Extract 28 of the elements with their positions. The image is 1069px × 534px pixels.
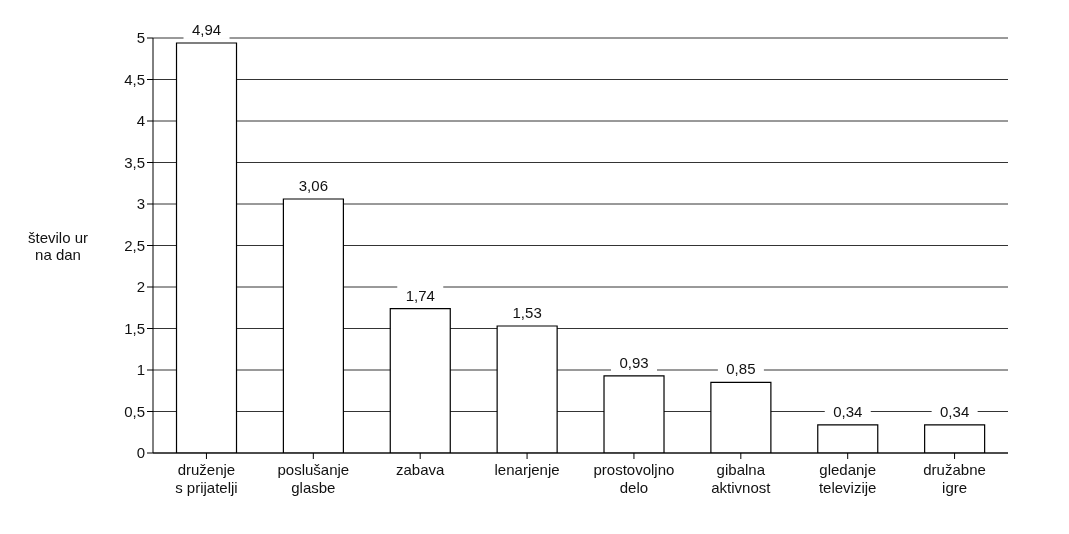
- y-tick-label: 4: [136, 112, 145, 130]
- y-tick-label: 2: [136, 278, 145, 296]
- data-label: 0,34: [940, 402, 970, 420]
- x-tick-label: poslušanje glasbe: [277, 461, 350, 496]
- data-label: 0,34: [833, 402, 863, 420]
- y-tick-label: 0,5: [124, 402, 145, 420]
- data-label: 1,53: [512, 304, 542, 322]
- x-tick-label: lenarjenje: [494, 461, 560, 478]
- y-tick-label: 0: [136, 444, 145, 462]
- data-label: 1,74: [405, 286, 435, 304]
- data-label: 0,93: [619, 353, 649, 371]
- x-tick-label: prostovoljno delo: [593, 461, 675, 496]
- y-tick-label: 5: [136, 29, 145, 47]
- x-tick-label: druženje s prijatelji: [175, 461, 238, 496]
- y-tick-label: 3: [136, 195, 145, 213]
- x-tick-label: zabava: [396, 461, 446, 478]
- y-tick-label: 1: [136, 361, 145, 379]
- data-label: 3,06: [298, 177, 328, 195]
- y-tick-label: 1,5: [124, 319, 145, 337]
- x-tick-label: gledanje televizije: [818, 461, 877, 496]
- y-tick-label: 4,5: [124, 70, 145, 88]
- x-tick-label: gibalna aktivnost: [711, 461, 772, 496]
- y-tick-label: 2,5: [124, 236, 145, 254]
- x-tick-label: družabne igre: [923, 461, 986, 496]
- data-label: 0,85: [726, 360, 756, 378]
- y-tick-label: 3,5: [124, 153, 145, 171]
- y-axis-title: število ur na dan: [27, 228, 89, 263]
- data-label: 4,94: [191, 20, 222, 38]
